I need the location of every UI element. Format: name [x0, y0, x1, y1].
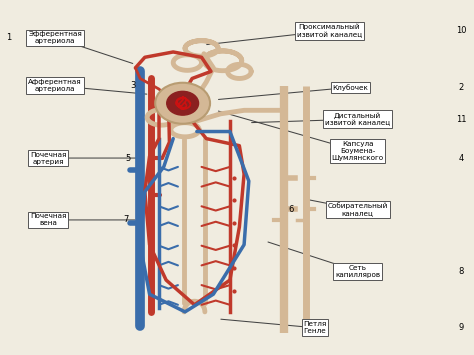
Text: 8: 8 — [459, 267, 464, 276]
Text: Почечная
вена: Почечная вена — [30, 213, 66, 226]
Circle shape — [155, 83, 210, 124]
Text: Проксимальный
извитой каналец: Проксимальный извитой каналец — [297, 24, 362, 38]
Text: Клубочек: Клубочек — [332, 84, 368, 91]
Text: Эфферентная
артериола: Эфферентная артериола — [28, 31, 82, 44]
Text: Почечная
артерия: Почечная артерия — [30, 152, 66, 165]
Text: 2: 2 — [459, 83, 464, 92]
Text: 10: 10 — [456, 26, 467, 35]
Circle shape — [167, 91, 199, 115]
Text: Капсула
Боумена-
Шумлянского: Капсула Боумена- Шумлянского — [331, 141, 383, 161]
Text: 1: 1 — [7, 33, 12, 42]
Text: 3: 3 — [130, 81, 136, 90]
Text: 7: 7 — [123, 215, 128, 224]
Text: 11: 11 — [456, 115, 467, 124]
Text: Петля
Генле: Петля Генле — [303, 321, 327, 334]
Text: Дистальный
извитой каналец: Дистальный извитой каналец — [325, 112, 390, 126]
Text: 5: 5 — [126, 154, 131, 163]
Text: Афферентная
артериола: Афферентная артериола — [28, 79, 82, 92]
Text: Сеть
капилляров: Сеть капилляров — [335, 265, 380, 278]
Text: 6: 6 — [289, 205, 294, 214]
Text: 4: 4 — [459, 154, 464, 163]
Text: 9: 9 — [459, 323, 464, 332]
Text: Собирательный
каналец: Собирательный каналец — [328, 202, 388, 216]
